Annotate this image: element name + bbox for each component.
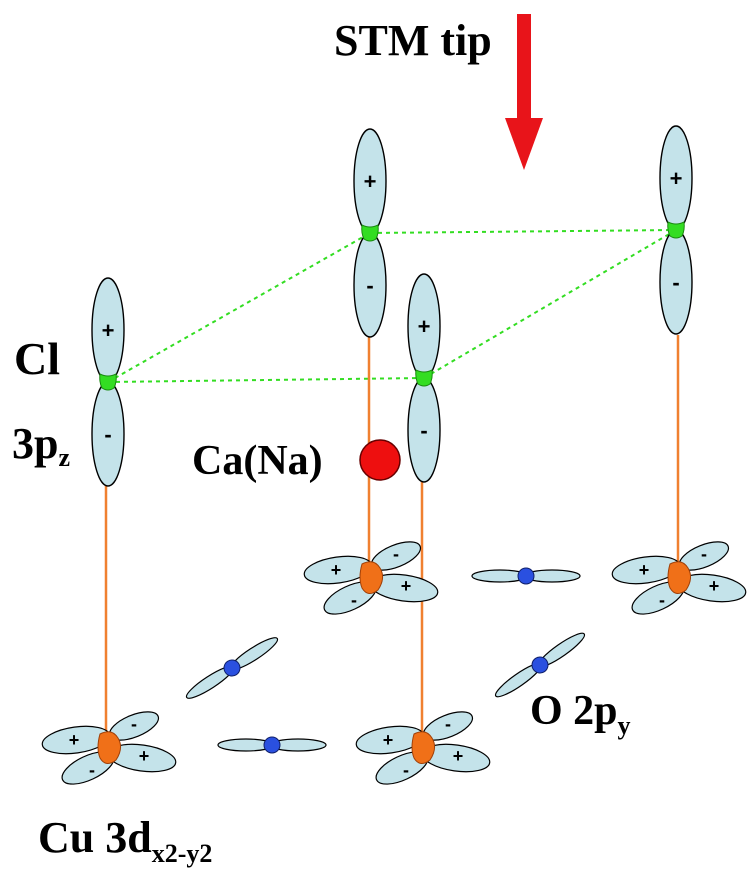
cl-orbital: + - xyxy=(659,125,693,335)
down-arrow-icon xyxy=(505,14,543,170)
cu-orbital: + + - - xyxy=(609,535,747,622)
o-orbital xyxy=(217,736,327,754)
stm-tip-label: STM tip xyxy=(334,16,492,65)
svg-text:+: + xyxy=(401,576,412,596)
svg-text:-: - xyxy=(445,714,451,734)
cu-orbital: + + - - xyxy=(301,535,441,622)
cl-link xyxy=(107,377,425,383)
cu-orbital-label: Cu 3dx2-y2 xyxy=(38,813,212,868)
svg-text:+: + xyxy=(139,746,150,766)
svg-text:-: - xyxy=(659,590,665,610)
cl-label: Cl xyxy=(14,333,60,384)
svg-text:-: - xyxy=(701,544,707,564)
cu-orbital: + + - - xyxy=(39,705,179,792)
cl-link xyxy=(423,229,677,379)
svg-text:+: + xyxy=(639,560,650,580)
svg-text:-: - xyxy=(89,760,95,780)
ca-atom xyxy=(359,439,401,481)
cl-link xyxy=(369,229,677,234)
svg-text:+: + xyxy=(364,169,377,194)
cl-orbital: + - xyxy=(91,277,125,487)
svg-text:-: - xyxy=(104,422,111,447)
cu-orbital: + + - - xyxy=(353,705,493,792)
svg-text:+: + xyxy=(670,166,683,191)
svg-text:-: - xyxy=(351,590,357,610)
svg-text:+: + xyxy=(418,314,431,339)
svg-text:-: - xyxy=(672,270,679,295)
cl-links xyxy=(107,229,677,383)
svg-text:-: - xyxy=(393,544,399,564)
cu-orbitals: + + - - + + - - + + - - + + - - xyxy=(39,535,747,792)
o-orbital xyxy=(471,567,581,585)
svg-text:+: + xyxy=(69,730,80,750)
svg-text:+: + xyxy=(383,730,394,750)
svg-text:-: - xyxy=(403,760,409,780)
o-orbital-label: O 2py xyxy=(530,688,631,740)
bond-lines xyxy=(104,335,680,740)
svg-text:+: + xyxy=(453,746,464,766)
svg-text:+: + xyxy=(102,318,115,343)
cl-orbital: + - xyxy=(407,273,441,483)
svg-text:-: - xyxy=(366,273,373,298)
svg-text:+: + xyxy=(331,560,342,580)
svg-text:-: - xyxy=(420,418,427,443)
cl-orbitals: + - + - + - + - xyxy=(91,125,693,487)
svg-text:-: - xyxy=(131,714,137,734)
svg-text:+: + xyxy=(709,576,720,596)
cl-orbital-label: 3pz xyxy=(12,419,70,472)
cl-orbital: + - xyxy=(353,128,387,338)
o-orbital xyxy=(181,631,283,705)
cl-link xyxy=(107,232,371,383)
ca-na-label: Ca(Na) xyxy=(192,438,323,484)
